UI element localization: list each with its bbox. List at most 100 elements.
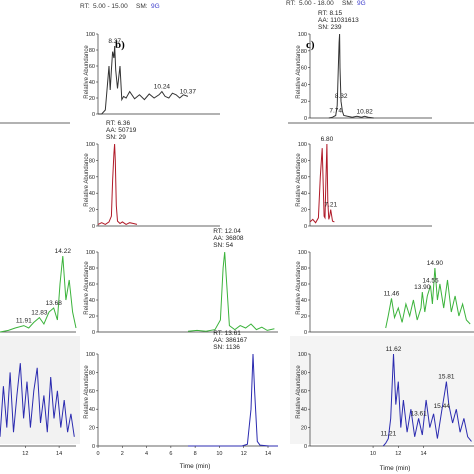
- y-tick-label-c-row2: 0: [304, 224, 307, 230]
- y-tick-label-b-row2: 80: [89, 158, 95, 164]
- info-aa-c-row1: AA: 11031613: [318, 17, 359, 24]
- header-sm-c-label: SM:: [342, 0, 354, 7]
- peak-label-c-row4: 15.44: [434, 403, 451, 410]
- x-tick-label-b-row4: 10: [216, 451, 222, 457]
- y-tick-label-c-row1: 60: [301, 66, 307, 72]
- y-tick-label-c-row4: 40: [301, 407, 307, 413]
- y-tick-label-c-row4: 80: [301, 370, 307, 376]
- peak-label-b-row1: 10.37: [180, 88, 197, 95]
- trace-b-row4: [188, 353, 278, 447]
- chromatogram-c-row2: 0 20 40 60 80 100 6.80 7.21: [298, 136, 432, 230]
- x-tick-label-c-row4: 12: [395, 451, 401, 457]
- panel-c-row4-shade: [290, 336, 474, 444]
- chromatogram-a-row4: 12 14: [0, 363, 76, 457]
- y-tick-label-b-row2: 0: [92, 224, 95, 230]
- y-tick-label-c-row4: 20: [301, 426, 307, 432]
- header-sm-b-value: 9G: [151, 3, 160, 10]
- y-tick-label-b-row2: 60: [89, 175, 95, 181]
- y-tick-label-c-row2: 20: [301, 208, 307, 214]
- x-tick-label-a-row4: 12: [22, 451, 28, 457]
- peak-label-b-row1: 10.24: [154, 84, 171, 91]
- header-rt-b-range: 5.00 - 15.00: [93, 3, 128, 10]
- panel-label-c: c): [306, 39, 315, 51]
- trace-b-row2: [97, 143, 138, 225]
- info-sn-c-row1: SN: 239: [318, 24, 342, 31]
- y-tick-label-c-row2: 60: [301, 175, 307, 181]
- peak-label-c-row1: 7.74: [329, 107, 342, 114]
- ylabel-c1: Relative Abundance: [296, 45, 302, 99]
- ylabel-c4: Relative Abundance: [296, 365, 302, 419]
- y-tick-label-b-row3: 60: [89, 282, 95, 288]
- xlabel-b: Time (min): [180, 463, 211, 470]
- info-rt-b-row3: RT: 12.04: [213, 228, 241, 235]
- info-sn-b-row3: SN: 54: [213, 242, 233, 249]
- peak-label-c-row3: 14.55: [422, 278, 439, 285]
- y-tick-label-b-row2: 40: [89, 191, 95, 197]
- plot-layer: 0204060801008.3710.2410.37020406080100RT…: [0, 10, 474, 457]
- y-tick-label-c-row4: 60: [301, 389, 307, 395]
- x-tick-label-b-row4: 8: [194, 451, 197, 457]
- header-sm-c-value: 9G: [357, 0, 366, 7]
- y-tick-label-c-row3: 0: [304, 330, 307, 336]
- y-tick-label-b-row1: 20: [89, 96, 95, 102]
- peak-label-c-row4: 15.81: [438, 374, 455, 381]
- peak-label-c-row2: 6.80: [321, 136, 334, 143]
- chromatogram-c-row4: 0 20 40 60 80 100 11.21 11.62 13.61 15.44 15.81 10 1…: [298, 346, 474, 457]
- peak-label-c-row4: 11.62: [386, 346, 402, 353]
- header-rt-b-label: RT:: [80, 3, 90, 10]
- x-tick-label-a-row4: 14: [56, 451, 62, 457]
- y-tick-label-c-row1: 80: [301, 49, 307, 55]
- y-tick-label-b-row1: 100: [86, 32, 95, 38]
- y-tick-label-b-row3: 20: [89, 314, 95, 320]
- y-tick-label-b-row2: 20: [89, 208, 95, 214]
- info-sn-b-row4: SN: 1136: [213, 344, 240, 351]
- trace-a-row3: [0, 255, 77, 333]
- peak-label-c-row3: 13.90: [414, 284, 431, 291]
- y-tick-label-b-row3: 80: [89, 266, 95, 272]
- peak-label-c-row2: 7.21: [324, 202, 337, 209]
- peak-label-a-row3: 14.22: [55, 248, 72, 255]
- peak-label-a-row3: 12.83: [31, 310, 48, 317]
- y-tick-label-b-row4: 100: [86, 352, 95, 358]
- x-tick-label-c-row4: 10: [370, 451, 376, 457]
- y-tick-label-c-row3: 100: [298, 250, 307, 256]
- y-tick-label-b-row2: 100: [86, 142, 95, 148]
- y-tick-label-c-row1: 20: [301, 99, 307, 105]
- y-tick-label-c-row2: 80: [301, 158, 307, 164]
- y-tick-label-b-row1: 0: [92, 112, 95, 118]
- peak-label-c-row1: 8.32: [335, 93, 348, 100]
- info-rt-c-row1: RT: 8.15: [318, 10, 342, 17]
- panel-label-b: b): [115, 39, 125, 51]
- peak-label-c-row4: 11.21: [380, 431, 396, 438]
- header-sm-b-label: SM:: [136, 3, 148, 10]
- info-rt-b-row2: RT: 6.36: [106, 120, 130, 127]
- ylabel-b2: Relative Abundance: [84, 153, 90, 207]
- header-rt-c-range: 5.00 - 18.00: [299, 0, 334, 7]
- ylabel-c2: Relative Abundance: [296, 153, 302, 207]
- y-tick-label-b-row4: 0: [92, 444, 95, 450]
- xlabel-c: Time (min): [380, 465, 411, 472]
- x-tick-label-b-row4: 14: [265, 451, 271, 457]
- info-sn-b-row2: SN: 29: [106, 134, 126, 141]
- y-tick-label-b-row4: 80: [89, 370, 95, 376]
- peak-label-a-row3: 13.68: [46, 300, 63, 307]
- info-rt-b-row4: RT: 13.61: [213, 330, 241, 337]
- info-aa-b-row2: AA: 50719: [106, 127, 137, 134]
- y-tick-label-c-row2: 40: [301, 191, 307, 197]
- y-tick-label-c-row1: 40: [301, 82, 307, 88]
- y-tick-label-c-row1: 100: [298, 32, 307, 38]
- ylabel-c3: Relative Abundance: [296, 261, 302, 315]
- y-tick-label-b-row1: 40: [89, 80, 95, 86]
- peak-label-b-row1: 8.37: [108, 38, 121, 45]
- y-tick-label-b-row4: 60: [89, 389, 95, 395]
- trace-c-row1: [328, 33, 374, 119]
- x-tick-label-b-row4: 6: [169, 451, 172, 457]
- x-tick-label-b-row4: 0: [96, 451, 99, 457]
- y-tick-label-c-row1: 0: [304, 116, 307, 122]
